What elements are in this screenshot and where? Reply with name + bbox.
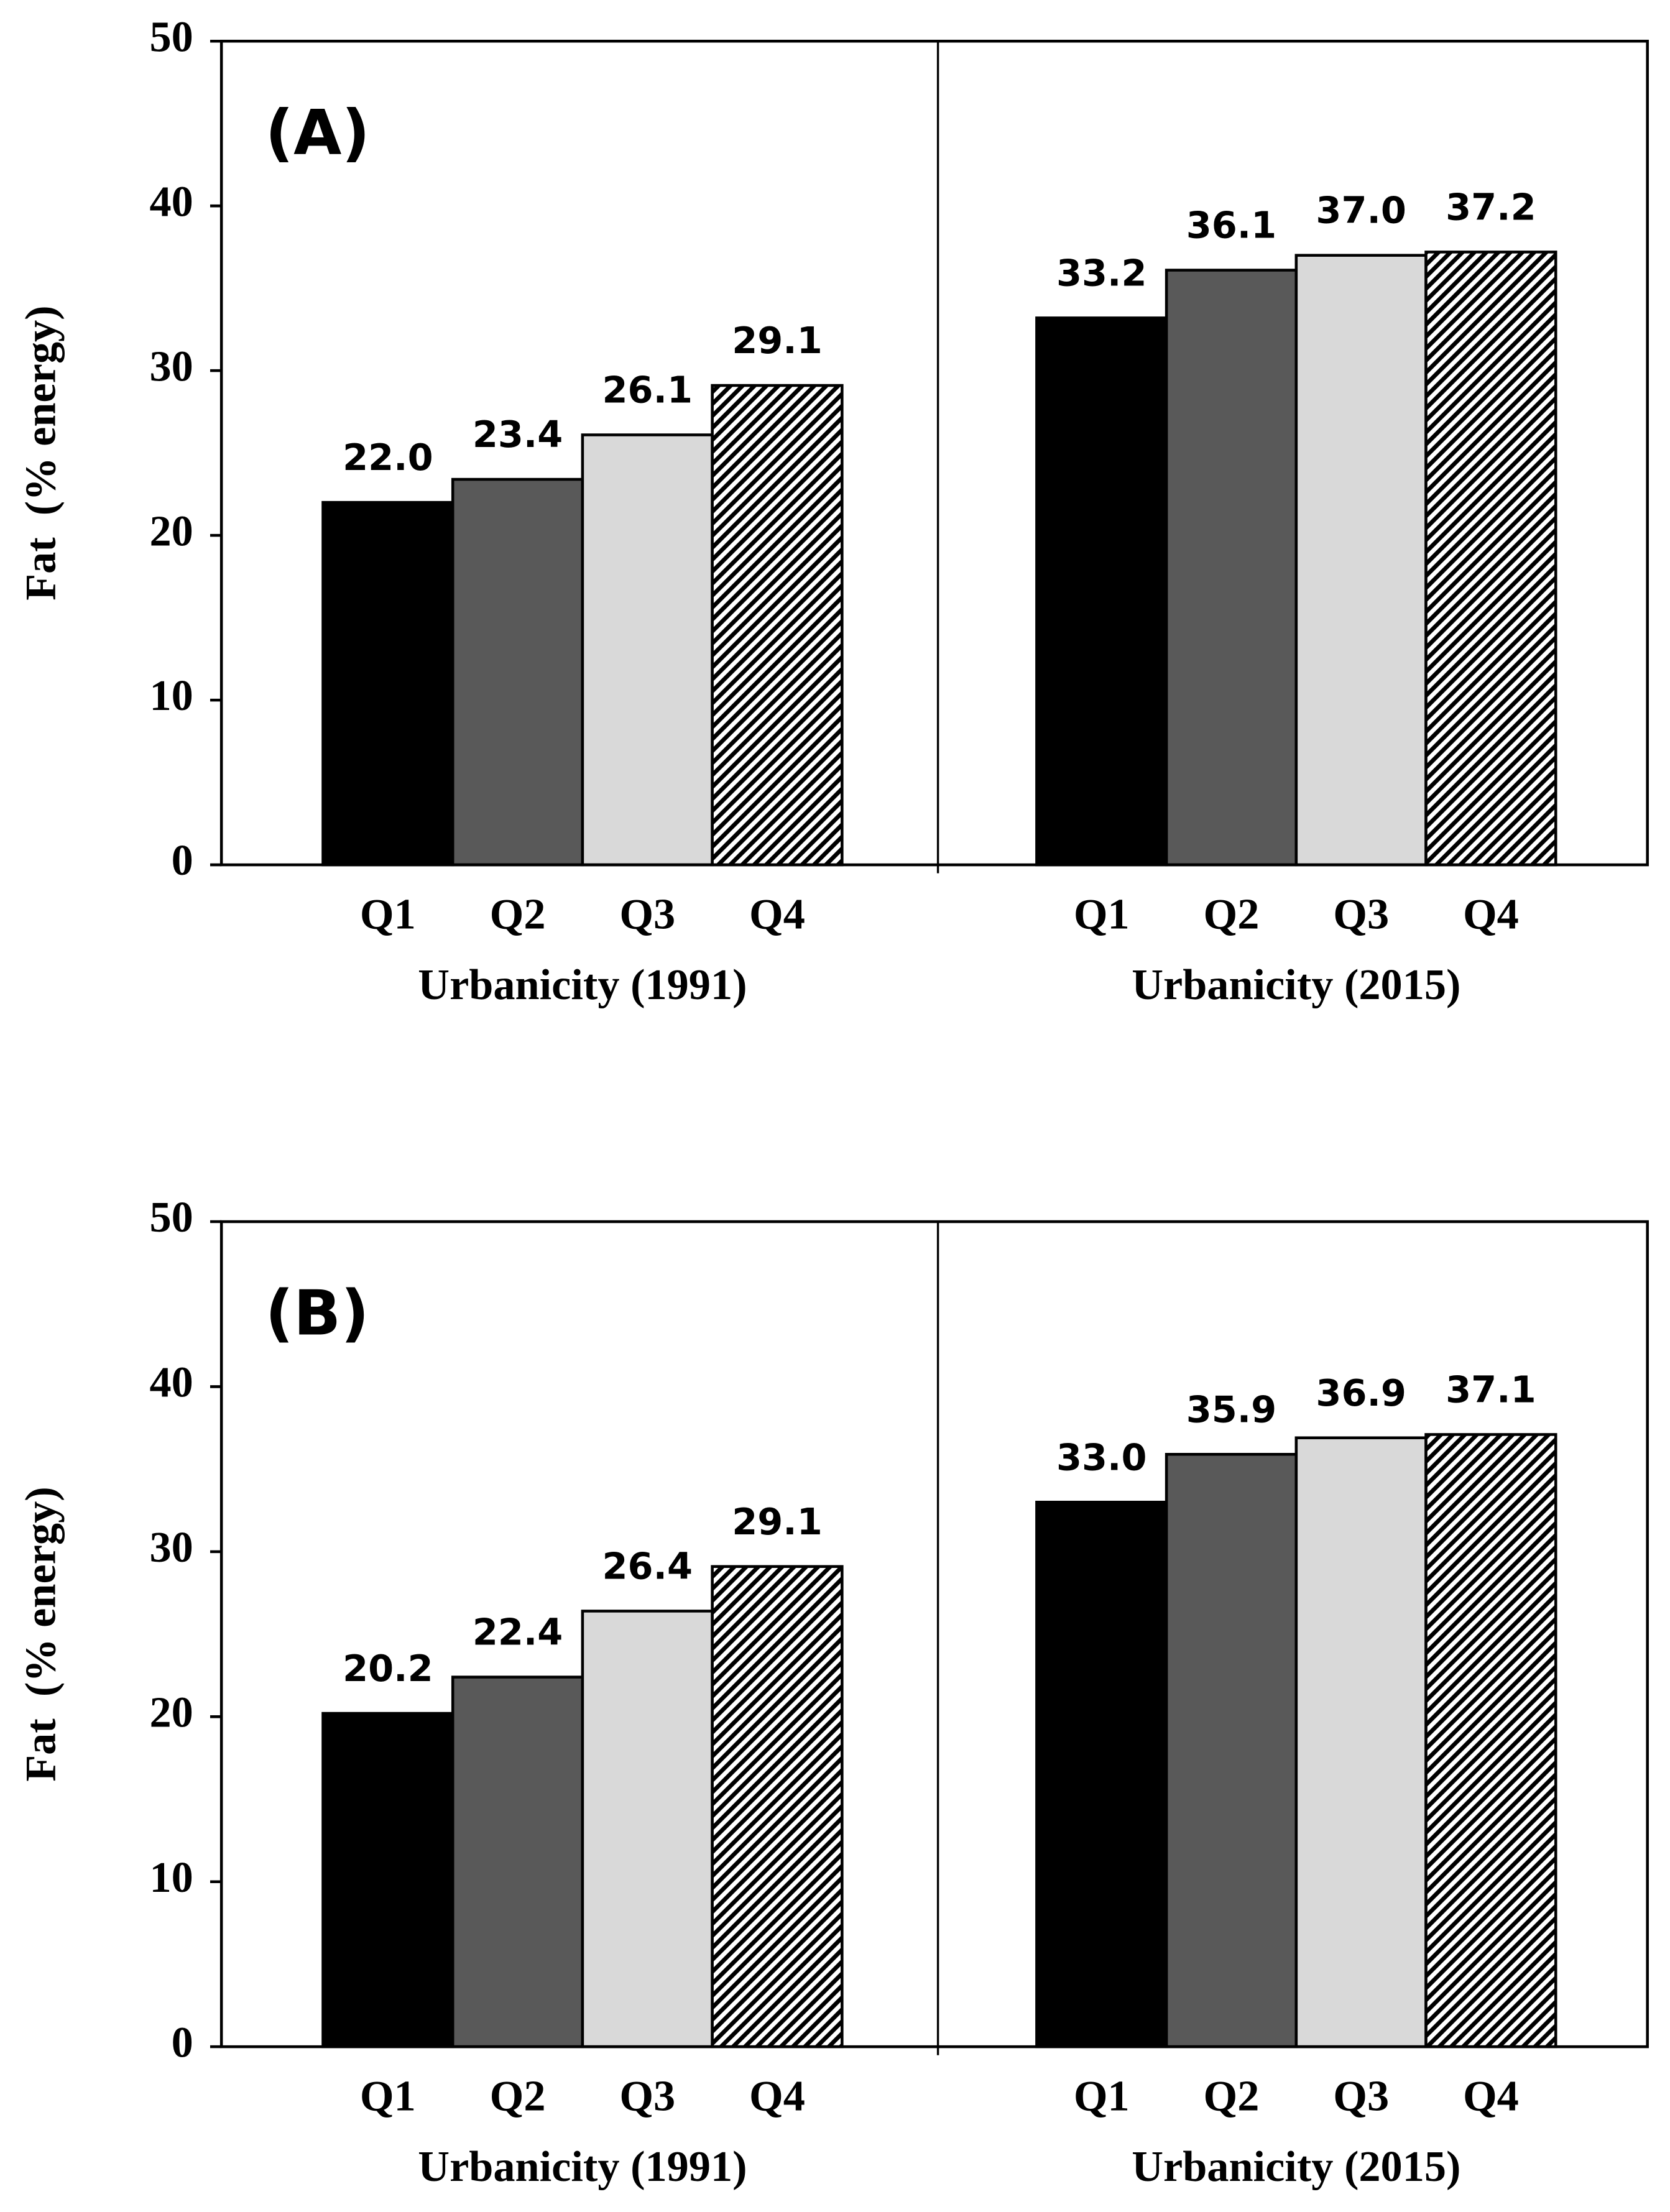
value-label: 33.0 [1056,1435,1147,1478]
value-label: 33.2 [1056,251,1147,294]
plot-frame [219,39,1649,867]
x-tick-label: Q2 [1204,890,1260,938]
bar [1424,1433,1557,2048]
bar [1424,251,1557,867]
x-tick-label: Q2 [490,2071,546,2120]
value-label: 23.4 [473,413,563,456]
bar [1294,1436,1428,2048]
value-label: 20.2 [343,1647,433,1690]
x-tick-label: Q4 [1463,2071,1519,2120]
x-tick-label: Q1 [360,890,416,938]
x-axis-label: Urbanicity (2015) [1132,2142,1460,2191]
bar [321,500,454,867]
value-label: 36.9 [1316,1371,1406,1414]
y-axis-label: Fat (% energy) [17,1486,65,1781]
bar [1035,1500,1168,2048]
y-tick-label: 20 [149,507,193,555]
y-tick-label: 40 [149,1358,193,1407]
panel-label: (B) [265,1277,369,1350]
x-tick-label: Q2 [490,890,546,938]
value-label: 26.1 [602,369,693,412]
y-tick-label: 30 [149,1523,193,1572]
y-tick-label: 50 [149,1193,193,1242]
bar [321,1712,454,2048]
bar [451,1675,584,2048]
bar [451,477,584,867]
y-tick-label: 20 [149,1688,193,1736]
x-tick-label: Q1 [1074,2071,1130,2120]
value-label: 37.2 [1446,185,1536,228]
x-tick-label: Q4 [749,2071,805,2120]
x-tick-label: Q4 [1463,890,1519,938]
y-axis-label: Fat (% energy) [17,305,65,600]
value-label: 37.1 [1446,1368,1536,1411]
bar [581,433,714,867]
bar [711,1565,844,2048]
y-tick-label: 30 [149,342,193,390]
bar [581,1610,714,2048]
x-tick-label: Q3 [619,2071,675,2120]
y-tick-label: 0 [172,836,193,885]
x-tick-label: Q2 [1204,2071,1260,2120]
y-tick-label: 40 [149,177,193,226]
y-tick-label: 50 [149,12,193,61]
x-tick-label: Q1 [360,2071,416,2120]
x-axis-label: Urbanicity (1991) [418,961,747,1009]
x-tick-label: Q3 [619,890,675,938]
x-axis-label: Urbanicity (1991) [418,2142,747,2191]
value-label: 36.1 [1186,204,1277,247]
value-label: 22.4 [473,1611,563,1654]
value-label: 37.0 [1316,189,1406,232]
value-label: 29.1 [732,1500,823,1543]
x-tick-label: Q3 [1333,2071,1389,2120]
x-axis-label: Urbanicity (2015) [1132,961,1460,1009]
x-tick-label: Q1 [1074,890,1130,938]
x-tick-label: Q3 [1333,890,1389,938]
bar [1035,316,1168,867]
value-label: 29.1 [732,319,823,362]
y-tick-label: 10 [149,1853,193,1902]
value-label: 22.0 [343,436,433,479]
value-label: 26.4 [602,1544,693,1587]
panel-label: (A) [265,96,369,169]
bar [1294,254,1428,867]
bar [1165,269,1298,867]
bar [711,384,844,867]
y-tick-label: 10 [149,671,193,720]
y-tick-label: 0 [172,2018,193,2067]
x-tick-label: Q4 [749,890,805,938]
plot-frame [219,1220,1649,2048]
bar [1165,1453,1298,2048]
value-label: 35.9 [1186,1388,1277,1431]
